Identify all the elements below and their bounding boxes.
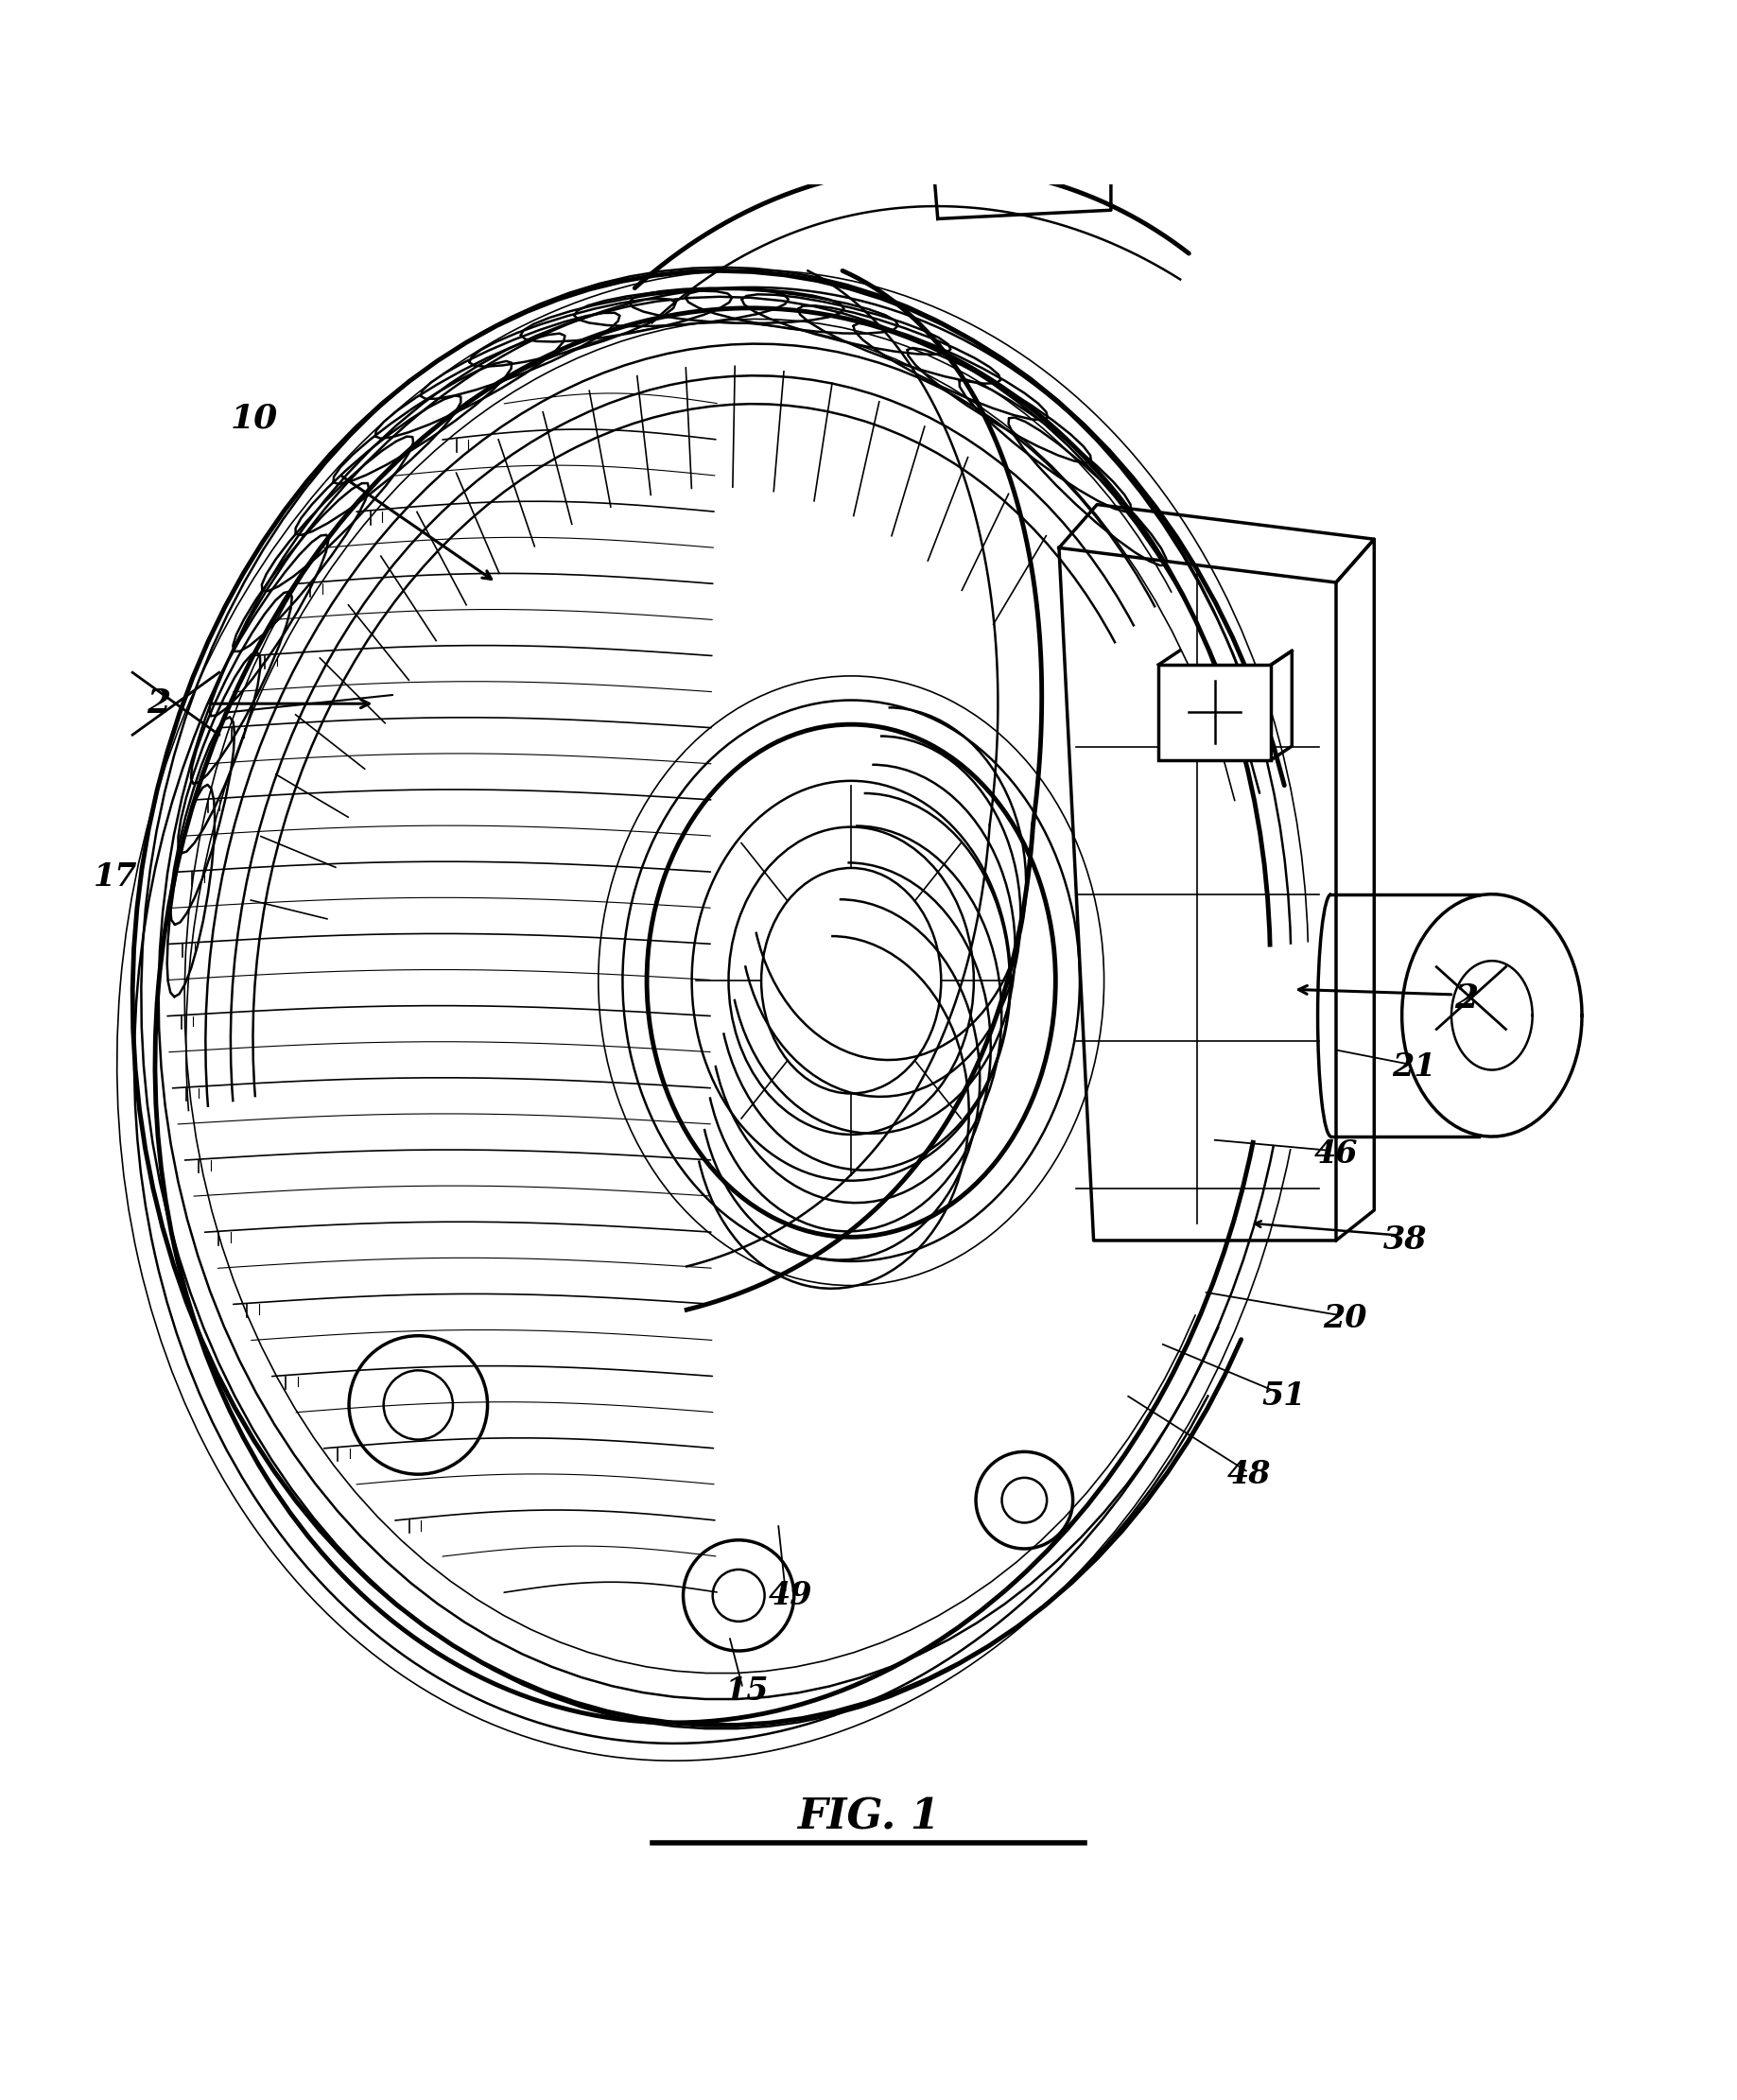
Text: FIG. 1: FIG. 1 [797,1798,940,1838]
Text: 20: 20 [1324,1302,1367,1334]
Text: 51: 51 [1263,1380,1306,1411]
Text: 46: 46 [1315,1138,1358,1170]
Text: 2: 2 [146,687,170,720]
Text: 15: 15 [726,1676,769,1707]
Text: 2: 2 [1454,983,1478,1014]
Text: 21: 21 [1391,1052,1436,1084]
Text: 17: 17 [94,861,137,892]
Text: 38: 38 [1383,1224,1428,1256]
Text: 10: 10 [229,401,278,435]
Text: 49: 49 [768,1579,813,1611]
Bar [1159,666,1271,760]
Text: 48: 48 [1228,1459,1271,1489]
